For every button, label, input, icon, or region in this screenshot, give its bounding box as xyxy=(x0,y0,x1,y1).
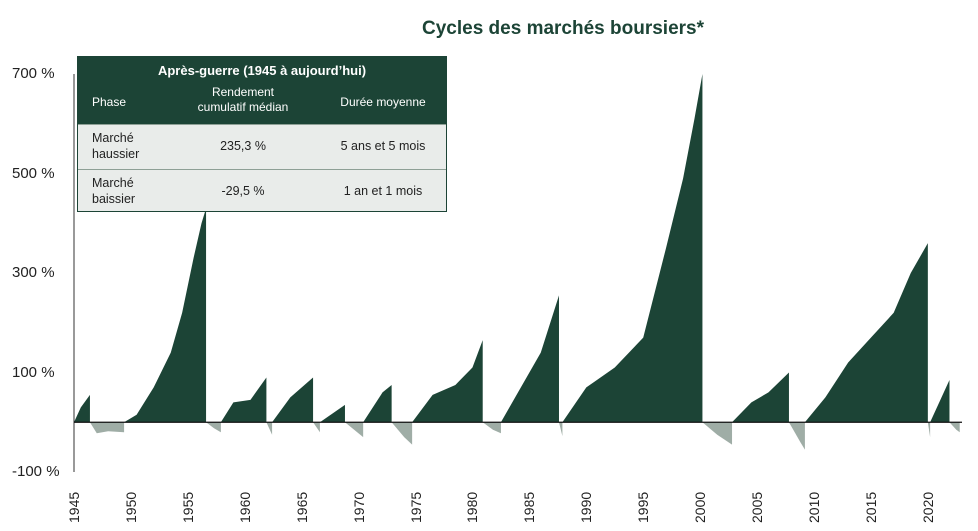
bear-market-area-15 xyxy=(558,422,563,437)
x-tick-label: 2000 xyxy=(692,491,709,523)
summary-table-title: Après-guerre (1945 à aujourd’hui) xyxy=(157,63,367,78)
y-tick-label: 100 % xyxy=(12,363,55,381)
x-tick-label: 1970 xyxy=(350,491,367,523)
y-tick-label: -100 % xyxy=(12,463,60,480)
x-tick-label: 1960 xyxy=(236,491,253,523)
bull-market-area-2 xyxy=(124,208,207,423)
bull-market-area-8 xyxy=(319,404,345,423)
row-duration: 5 ans et 5 mois xyxy=(340,139,426,153)
column-header-duration: Durée moyenne xyxy=(340,95,426,109)
x-tick-label: 1995 xyxy=(635,491,652,523)
y-tick-label: 500 % xyxy=(12,164,55,182)
y-tick-label: 700 % xyxy=(12,65,55,82)
row-return: 235,3 % xyxy=(220,139,266,153)
column-header-phase: Phase xyxy=(92,95,127,109)
bear-market-area-21 xyxy=(927,422,931,438)
summary-table: Après-guerre (1945 à aujourd’hui) Phase … xyxy=(77,56,447,212)
bull-market-area-20 xyxy=(804,243,928,423)
bear-market-area-1 xyxy=(89,422,125,434)
bear-market-area-3 xyxy=(206,422,221,433)
bear-market-area-9 xyxy=(344,422,364,438)
bull-market-area-12 xyxy=(412,340,483,423)
bull-market-area-10 xyxy=(363,384,392,423)
bull-market-area-6 xyxy=(272,377,314,423)
table-row: Marché baissier -29,5 % 1 an et 1 mois xyxy=(78,169,446,214)
bear-market-area-5 xyxy=(266,422,273,435)
bull-market-area-14 xyxy=(500,295,559,423)
bull-market-area-0 xyxy=(74,394,90,423)
row-return: -29,5 % xyxy=(221,184,265,198)
bear-market-area-17 xyxy=(702,422,733,445)
row-duration: 1 an et 1 mois xyxy=(343,184,423,198)
x-tick-label: 2005 xyxy=(749,491,766,523)
bull-market-area-18 xyxy=(732,372,789,423)
x-tick-label: 2015 xyxy=(862,491,879,523)
bear-market-area-23 xyxy=(949,422,960,433)
x-tick-label: 1975 xyxy=(407,491,424,523)
bull-market-area-22 xyxy=(930,379,950,423)
bear-market-area-11 xyxy=(391,422,413,445)
x-tick-label: 1950 xyxy=(122,491,139,523)
bull-market-area-16 xyxy=(562,74,703,423)
bear-market-area-13 xyxy=(482,422,501,434)
row-phase: Marché haussier xyxy=(92,131,140,161)
x-tick-label: 1955 xyxy=(179,491,196,523)
x-tick-label: 1980 xyxy=(464,491,481,523)
x-tick-label: 2010 xyxy=(806,491,822,523)
chart-title: Cycles des marchés boursiers* xyxy=(422,18,704,39)
summary-table-header: Après-guerre (1945 à aujourd’hui) Phase … xyxy=(78,57,446,124)
x-tick-label: 2020 xyxy=(919,491,936,523)
row-phase: Marché baissier xyxy=(92,176,136,206)
x-tick-label: 1990 xyxy=(578,491,595,523)
bear-market-area-19 xyxy=(788,422,805,450)
x-tick-label: 1945 xyxy=(66,491,82,523)
y-tick-label: 300 % xyxy=(12,264,55,281)
x-tick-label: 1985 xyxy=(521,491,538,523)
x-tick-label: 1965 xyxy=(293,491,310,523)
column-header-return: Rendement cumulatif médian xyxy=(197,85,289,114)
table-row: Marché haussier 235,3 % 5 ans et 5 mois xyxy=(78,124,446,169)
bear-market-area-7 xyxy=(313,422,320,433)
bull-market-area-4 xyxy=(220,377,267,423)
